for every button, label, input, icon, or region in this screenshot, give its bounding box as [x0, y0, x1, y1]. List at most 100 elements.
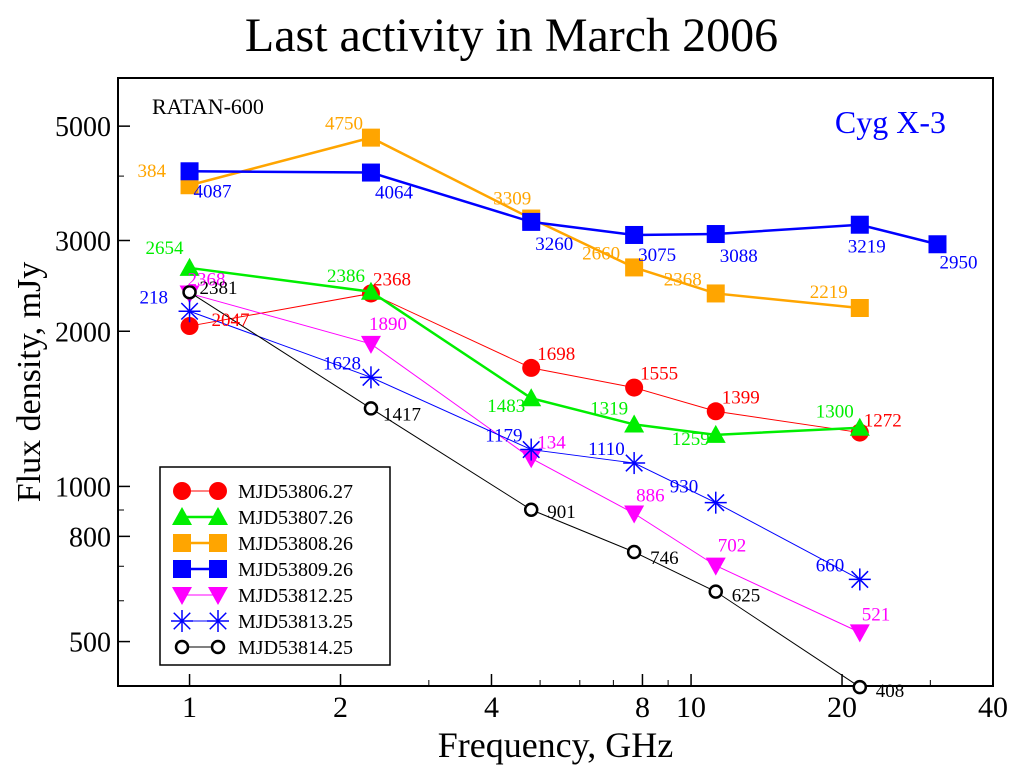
- data-point: [520, 438, 543, 461]
- data-label: 930: [670, 477, 699, 498]
- data-label: 702: [718, 536, 747, 557]
- x-tick-label: 1: [182, 691, 197, 724]
- data-point: [521, 388, 542, 407]
- y-tick-label: 1000: [55, 472, 111, 503]
- x-axis-title: Frequency, GHz: [438, 725, 674, 765]
- data-point: [624, 505, 645, 524]
- instrument-label: RATAN-600: [152, 94, 264, 119]
- y-tick-label: 2000: [55, 317, 111, 348]
- data-label: 2386: [327, 266, 365, 287]
- data-point: [849, 417, 870, 436]
- legend-marker: [210, 639, 226, 655]
- data-point: [706, 225, 725, 244]
- data-point: [626, 544, 642, 560]
- data-point: [180, 162, 199, 181]
- legend-marker: [172, 507, 192, 525]
- data-point: [363, 401, 379, 416]
- y-tick-label: 3000: [55, 226, 111, 257]
- data-label: 1110: [588, 439, 625, 460]
- legend-marker: [174, 639, 190, 655]
- data-label: 3075: [638, 245, 676, 266]
- legend-marker: [209, 482, 227, 500]
- y-tick-label: 800: [69, 522, 111, 553]
- legend-marker: [209, 560, 227, 578]
- series-line: [189, 266, 860, 437]
- data-point: [850, 215, 869, 234]
- x-tick-label: 20: [827, 691, 857, 724]
- data-point: [179, 257, 200, 276]
- data-point: [852, 679, 868, 695]
- data-label: 746: [650, 548, 679, 569]
- legend-entry-label: MJD53813.25: [238, 611, 353, 633]
- data-label: 3088: [720, 246, 758, 267]
- data-label: 384: [138, 161, 167, 182]
- data-point: [523, 502, 539, 518]
- data-label: 901: [547, 502, 576, 523]
- data-point: [849, 624, 870, 643]
- data-label: 1179: [485, 426, 522, 447]
- data-label: 1483: [487, 396, 525, 417]
- object-label: Cyg X-3: [835, 104, 946, 140]
- data-point: [180, 317, 199, 336]
- y-axis-title: Flux density, mJy: [11, 262, 48, 503]
- data-point: [180, 176, 199, 195]
- data-point: [360, 335, 381, 354]
- data-label: 408: [876, 681, 905, 702]
- data-point: [705, 424, 726, 443]
- data-label: 3219: [848, 237, 886, 258]
- data-label: 625: [732, 586, 761, 607]
- data-label: 2368: [373, 269, 411, 290]
- legend-marker: [207, 610, 229, 632]
- chart-title: Last activity in March 2006: [244, 9, 779, 62]
- y-tick-label: 500: [69, 628, 111, 659]
- data-label: 134: [537, 432, 566, 453]
- data-point: [708, 584, 723, 599]
- data-point: [850, 299, 869, 318]
- x-tick-label: 8: [635, 691, 650, 724]
- data-point: [360, 281, 381, 300]
- data-point: [182, 284, 197, 300]
- series-line: [189, 292, 860, 434]
- data-label: 4750: [325, 114, 363, 135]
- plot-area-frame: [117, 77, 994, 687]
- data-point: [624, 414, 645, 433]
- data-point: [848, 568, 871, 591]
- data-label: 886: [636, 486, 665, 507]
- x-tick-label: 4: [484, 691, 499, 724]
- series-line: [189, 291, 861, 688]
- data-label: 218: [140, 287, 169, 308]
- data-point: [623, 452, 646, 475]
- data-point: [361, 128, 380, 147]
- data-label: 660: [816, 555, 845, 576]
- legend-entry-label: MJD53812.25: [238, 585, 353, 607]
- data-label: 1555: [640, 364, 678, 385]
- data-point: [704, 491, 727, 514]
- data-label: 521: [862, 604, 891, 625]
- x-tick-label: 2: [333, 691, 348, 724]
- data-label: 3260: [535, 234, 573, 255]
- data-label: 1319: [590, 398, 628, 419]
- series-line: [189, 310, 861, 580]
- data-label: 4064: [375, 183, 414, 204]
- data-label: 1698: [537, 344, 575, 365]
- data-label: 1259: [672, 429, 710, 450]
- data-point: [625, 378, 644, 397]
- legend-marker: [173, 560, 191, 578]
- data-point: [706, 284, 725, 303]
- data-label: 2654: [146, 238, 185, 259]
- x-tick-label: 40: [978, 691, 1008, 724]
- data-label: 2219: [810, 282, 848, 303]
- legend-marker: [208, 507, 228, 525]
- legend-marker: [171, 610, 193, 632]
- legend-box: [159, 466, 391, 666]
- data-label: 1399: [722, 387, 760, 408]
- data-point: [625, 225, 644, 244]
- data-label: 1272: [864, 411, 902, 432]
- legend-entry-label: MJD53814.25: [238, 637, 353, 659]
- data-point: [359, 366, 382, 389]
- legend-marker: [172, 587, 192, 605]
- legend-marker: [208, 587, 228, 605]
- data-label: 1890: [369, 314, 407, 335]
- data-point: [178, 300, 201, 323]
